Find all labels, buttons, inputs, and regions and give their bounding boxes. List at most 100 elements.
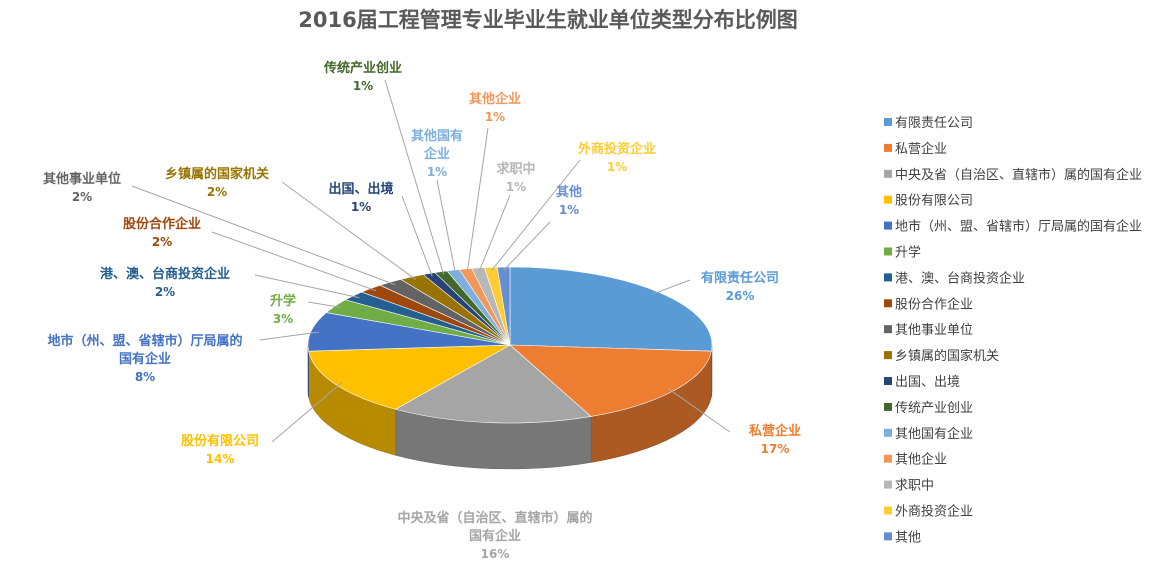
legend-label: 乡镇属的国家机关 [895,348,999,364]
legend-swatch [884,377,892,385]
data-label-name: 私营企业 [749,423,801,439]
legend-swatch [884,532,892,541]
data-label-name: 股份合作企业 [123,216,201,232]
legend-item: 其他企业 [884,452,947,468]
legend-item: 升学 [884,245,921,261]
data-label-percent: 2% [207,185,227,199]
legend-item: 中央及省（自治区、直辖市）属的国有企业 [884,167,1142,183]
legend-label: 中央及省（自治区、直辖市）属的国有企业 [895,167,1142,183]
leader-lines [131,79,731,443]
data-label-percent: 1% [506,180,526,194]
legend-item: 其他国有企业 [884,426,973,442]
data-label-name: 国有企业 [119,351,171,367]
data-label-name: 地市（州、盟、省辖市）厅局属的 [47,333,242,349]
legend-item: 传统产业创业 [884,401,973,416]
data-label: 其他事业单位 2% [43,171,121,204]
leader-line [503,221,551,271]
data-label-percent: 16% [481,547,510,561]
legend-swatch [884,506,892,515]
leader-line [667,388,731,433]
data-label-name: 乡镇属的国家机关 [165,166,269,182]
data-label-name: 其他企业 [469,91,521,107]
legend-item: 乡镇属的国家机关 [884,348,999,364]
legend-item: 股份合作企业 [884,296,973,312]
data-label-percent: 1% [485,110,505,124]
leader-line [401,195,433,277]
data-label-name: 企业 [423,146,450,162]
data-label-percent: 14% [206,452,235,466]
legend-swatch [884,273,892,282]
data-label: 地市（州、盟、省辖市）厅局属的国有企业 8% [47,333,242,384]
data-label-percent: 3% [273,312,293,326]
legend-item: 港、澳、台商投资企业 [884,270,1025,286]
data-label-name: 中央及省（自治区、直辖市）属的 [397,510,592,526]
legend-label: 港、澳、台商投资企业 [895,270,1025,286]
leader-line [466,127,489,273]
legend-swatch [884,118,892,126]
legend-swatch [884,480,892,489]
data-label-percent: 1% [427,165,447,179]
leader-line [131,185,396,286]
legend-swatch [884,221,892,230]
pie-slice-side [307,344,309,398]
data-label-name: 股份有限公司 [181,433,259,449]
data-label: 其他国有企业 1% [411,128,463,179]
legend-swatch [884,428,892,437]
legend-label: 其他企业 [895,452,947,468]
data-label-percent: 1% [607,160,627,174]
pie-slice [509,266,713,352]
data-label-name: 其他 [556,184,582,200]
legend-label: 股份合作企业 [895,296,973,312]
leader-line [259,331,320,341]
pie-slice [496,266,511,346]
leader-line [436,179,456,274]
data-label-name: 外商投资企业 [577,141,656,157]
data-label: 股份有限公司 14% [181,433,259,466]
legend-item: 其他 [884,530,921,545]
leader-line [384,79,445,275]
legend: 有限责任公司私营企业中央及省（自治区、直辖市）属的国有企业股份有限公司地市（州、… [884,116,1142,545]
data-label-name: 升学 [270,293,296,309]
data-label-name: 其他国有 [411,128,463,144]
data-label-name: 港、澳、台商投资企业 [100,266,230,282]
legend-item: 其他事业单位 [884,323,973,338]
data-label-name: 其他事业单位 [43,171,121,187]
leader-line [652,279,691,295]
data-labels: 有限责任公司26%私营企业17%中央及省（自治区、直辖市）属的国有企业16%股份… [43,60,801,561]
legend-label: 私营企业 [895,141,947,157]
data-label: 有限责任公司 26% [701,270,779,303]
chart-title: 2016届工程管理专业毕业生就业单位类型分布比例图 [298,8,797,32]
legend-swatch [884,247,892,256]
legend-label: 外商投资企业 [895,504,973,520]
data-label: 私营企业 17% [749,423,801,456]
data-label-percent: 1% [351,200,371,214]
data-label: 传统产业创业 1% [323,60,402,93]
data-label-name: 国有企业 [469,528,521,544]
legend-item: 地市（州、盟、省辖市）厅局属的国有企业 [884,219,1142,235]
legend-item: 私营企业 [884,141,947,157]
pie-slice [394,344,592,424]
data-label-name: 求职中 [496,161,535,177]
legend-item: 求职中 [884,479,934,494]
pie-slice [308,344,511,410]
data-label-percent: 26% [726,289,755,303]
data-label: 外商投资企业 1% [577,141,656,174]
legend-item: 出国、出境 [884,375,960,390]
legend-label: 有限责任公司 [895,116,973,131]
pie-slice [509,344,712,417]
legend-swatch [884,351,892,360]
data-label-percent: 2% [155,285,175,299]
legend-label: 其他 [895,530,921,545]
legend-label: 地市（州、盟、省辖市）厅局属的国有企业 [895,219,1142,235]
data-label-percent: 17% [761,442,790,456]
data-label-name: 出国、出境 [328,181,393,197]
leader-line [211,231,377,292]
pie-group [307,266,713,470]
data-label-percent: 8% [135,370,155,384]
legend-item: 外商投资企业 [884,504,973,520]
data-label-percent: 2% [72,190,92,204]
legend-swatch [884,143,892,152]
leader-line [254,274,360,299]
leader-line [271,382,343,443]
data-label-name: 传统产业创业 [323,60,402,76]
